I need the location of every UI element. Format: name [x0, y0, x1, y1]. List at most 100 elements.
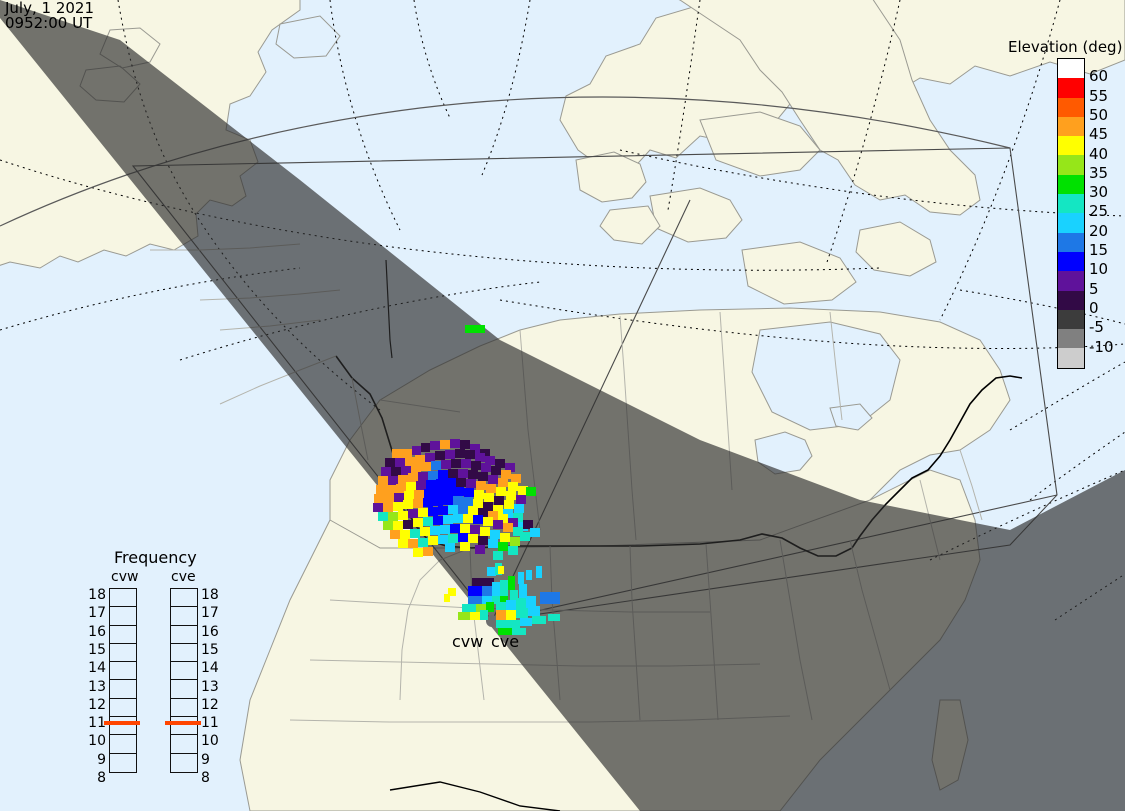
radar-cell[interactable] [393, 521, 403, 530]
radar-cell[interactable] [478, 536, 488, 545]
radar-cell[interactable] [423, 547, 433, 556]
radar-cell[interactable] [378, 476, 388, 485]
radar-cell[interactable] [400, 530, 410, 539]
radar-cell[interactable] [408, 509, 418, 518]
radar-cell[interactable] [494, 496, 504, 505]
radar-cell[interactable] [426, 480, 436, 489]
radar-cell[interactable] [488, 539, 498, 548]
radar-cell[interactable] [506, 600, 516, 612]
radar-cell[interactable] [433, 497, 443, 506]
radar-cell[interactable] [478, 508, 488, 517]
radar-cell[interactable] [498, 628, 512, 635]
radar-cell[interactable] [421, 462, 431, 471]
radar-cell[interactable] [376, 485, 386, 494]
radar-cell[interactable] [428, 507, 438, 516]
radar-cell[interactable] [408, 473, 418, 482]
radar-cell[interactable] [491, 466, 501, 475]
radar-cell[interactable] [461, 459, 471, 468]
radar-cell[interactable] [493, 551, 503, 560]
radar-cell[interactable] [404, 491, 414, 500]
radar-cell[interactable] [413, 499, 423, 508]
radar-cell[interactable] [451, 459, 461, 468]
radar-cell[interactable] [388, 476, 398, 485]
radar-cell[interactable] [493, 505, 503, 514]
radar-cell[interactable] [503, 523, 513, 532]
radar-cell[interactable] [470, 612, 480, 620]
radar-cell[interactable] [403, 520, 413, 529]
radar-cell[interactable] [373, 503, 383, 512]
radar-cell[interactable] [443, 496, 453, 505]
radar-cell[interactable] [526, 487, 536, 496]
radar-cell[interactable] [512, 628, 526, 635]
radar-cell[interactable] [440, 525, 450, 534]
radar-cell[interactable] [473, 499, 483, 508]
radar-cell[interactable] [526, 570, 532, 580]
radar-cell[interactable] [478, 472, 488, 481]
radar-cell[interactable] [471, 461, 481, 470]
radar-cell[interactable] [458, 533, 468, 542]
radar-cell[interactable] [484, 578, 494, 590]
radar-cell[interactable] [520, 532, 530, 541]
radar-cell[interactable] [408, 539, 418, 548]
radar-cell[interactable] [453, 514, 463, 523]
radar-cell[interactable] [508, 620, 520, 628]
radar-cell[interactable] [465, 325, 485, 333]
radar-cell[interactable] [448, 505, 458, 514]
radar-cell[interactable] [383, 521, 393, 530]
radar-cell[interactable] [374, 494, 384, 503]
radar-cell[interactable] [468, 534, 478, 543]
radar-cell[interactable] [516, 608, 528, 618]
radar-cell[interactable] [458, 469, 468, 478]
radar-cell[interactable] [476, 481, 486, 490]
radar-cell[interactable] [468, 470, 478, 479]
radar-cell[interactable] [532, 616, 546, 624]
radar-cell[interactable] [508, 576, 515, 590]
radar-cell[interactable] [405, 457, 415, 466]
radar-cell[interactable] [416, 481, 426, 490]
radar-cell[interactable] [378, 512, 388, 521]
radar-cell[interactable] [444, 594, 450, 602]
radar-cell[interactable] [448, 588, 456, 596]
radar-cell[interactable] [438, 470, 448, 479]
radar-cell[interactable] [496, 610, 506, 620]
radar-cell[interactable] [474, 490, 484, 499]
radar-cell[interactable] [480, 610, 488, 620]
radar-cell[interactable] [516, 598, 526, 610]
radar-cell[interactable] [384, 494, 394, 503]
radar-cell[interactable] [444, 487, 454, 496]
radar-cell[interactable] [482, 596, 492, 604]
radar-cell[interactable] [486, 602, 494, 612]
radar-cell[interactable] [392, 449, 402, 458]
radar-cell[interactable] [453, 496, 463, 505]
radar-cell[interactable] [460, 524, 470, 533]
radar-cell[interactable] [460, 542, 470, 551]
radar-cell[interactable] [480, 527, 490, 536]
radar-cell[interactable] [506, 610, 516, 620]
radar-cell[interactable] [391, 467, 401, 476]
radar-cell[interactable] [463, 514, 473, 523]
frequency-bar-cve[interactable] [170, 588, 198, 773]
radar-cell[interactable] [496, 487, 506, 496]
radar-cell[interactable] [406, 482, 416, 491]
radar-cell[interactable] [510, 590, 518, 604]
radar-cell[interactable] [458, 612, 470, 620]
radar-cell[interactable] [536, 566, 542, 578]
radar-cell[interactable] [438, 535, 448, 544]
radar-cell[interactable] [398, 539, 408, 548]
radar-cell[interactable] [428, 536, 438, 545]
radar-cell[interactable] [500, 533, 510, 542]
radar-cell[interactable] [463, 497, 473, 506]
radar-cell[interactable] [468, 596, 482, 604]
radar-cell[interactable] [500, 580, 508, 596]
radar-cell[interactable] [498, 478, 508, 487]
radar-cell[interactable] [440, 440, 450, 449]
radar-cell[interactable] [403, 500, 413, 509]
radar-cell[interactable] [394, 493, 404, 502]
radar-cell[interactable] [496, 602, 506, 612]
radar-cell[interactable] [516, 495, 526, 504]
radar-cell[interactable] [415, 455, 425, 464]
radar-cell[interactable] [402, 449, 412, 458]
radar-cell[interactable] [530, 528, 540, 537]
